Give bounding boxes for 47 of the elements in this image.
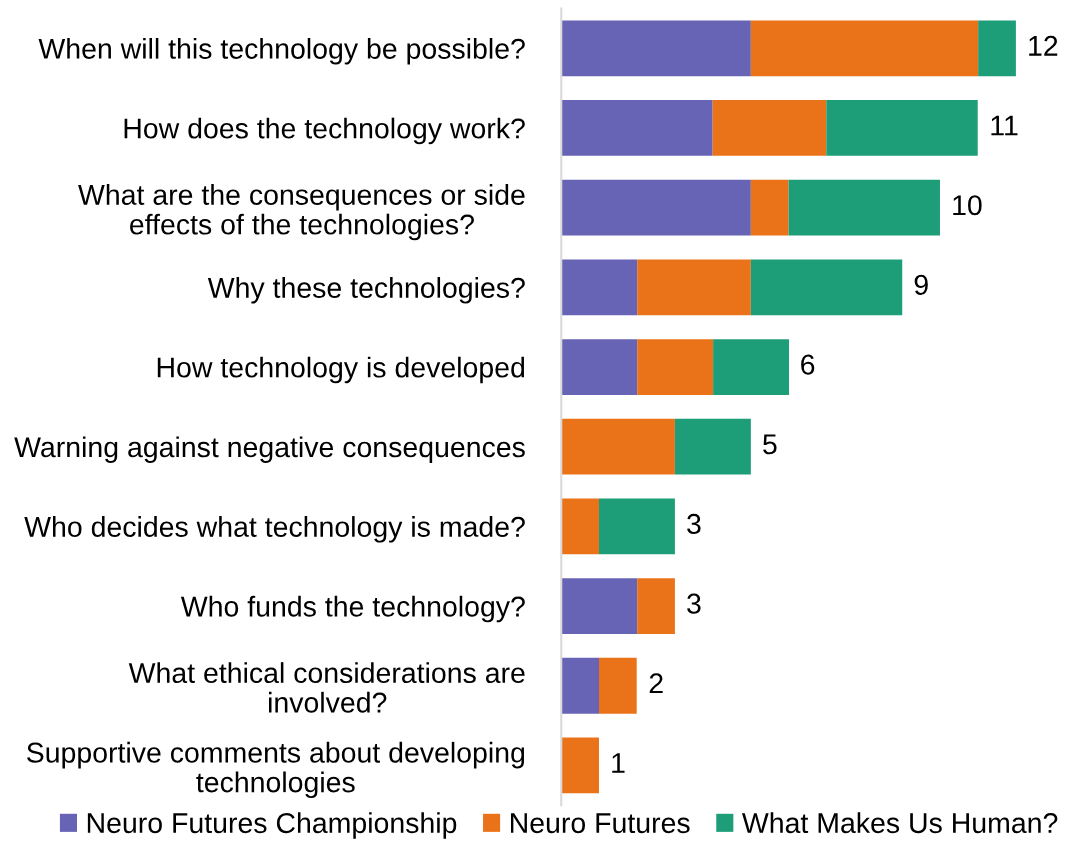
y-tick-label: When will this technology be possible?	[38, 37, 525, 65]
legend-label: Neuro Futures Championship	[87, 812, 457, 839]
bar	[637, 259, 751, 316]
bar	[598, 657, 637, 714]
y-tick-label: How technology is developed	[157, 356, 525, 384]
y-tick-label: Warning against negative consequences	[14, 436, 525, 463]
y-tick-label: Why these technologies?	[207, 277, 525, 304]
bar	[978, 20, 1016, 77]
bar	[561, 657, 599, 714]
bar	[750, 179, 789, 236]
y-tick-label: How does the technology work?	[124, 117, 525, 145]
bar	[788, 179, 940, 236]
bar	[561, 179, 751, 236]
annotation: 12	[1029, 35, 1058, 56]
bar	[637, 578, 675, 634]
bar	[561, 498, 599, 555]
bar	[561, 259, 638, 316]
bar	[712, 100, 827, 156]
y-tick-label: Who decides what technology is made?	[24, 516, 525, 543]
bar	[561, 578, 638, 634]
annotation: 11	[991, 115, 1018, 136]
bar	[750, 259, 903, 316]
bar	[561, 737, 599, 794]
bar	[713, 339, 790, 395]
bar	[674, 418, 751, 475]
y-tick-label: What ethical considerations are involved?	[128, 662, 525, 713]
annotation: 1	[612, 753, 625, 773]
annotation: 9	[914, 274, 928, 295]
annotation: 2	[649, 673, 663, 694]
bar	[598, 498, 675, 555]
legend-label: Neuro Futures	[511, 813, 690, 834]
annotation: 6	[801, 354, 815, 375]
annotation: 10	[953, 195, 982, 216]
y-tick-label: Who funds the technology?	[180, 595, 525, 623]
annotation: 3	[687, 513, 701, 535]
annotation: 3	[687, 593, 701, 614]
y-tick-label: What are the consequences or side effects of the technologies?	[78, 184, 525, 241]
y-tick-label: Supportive comments about developing technologies	[27, 741, 525, 799]
bar	[561, 418, 675, 475]
bar	[561, 339, 638, 395]
bar	[561, 100, 713, 156]
annotation: 5	[763, 434, 777, 455]
legend-label: What Makes Us Human?	[742, 812, 1058, 834]
bar	[826, 100, 978, 156]
bar	[637, 339, 714, 395]
bar	[750, 20, 979, 77]
bar	[561, 20, 751, 77]
